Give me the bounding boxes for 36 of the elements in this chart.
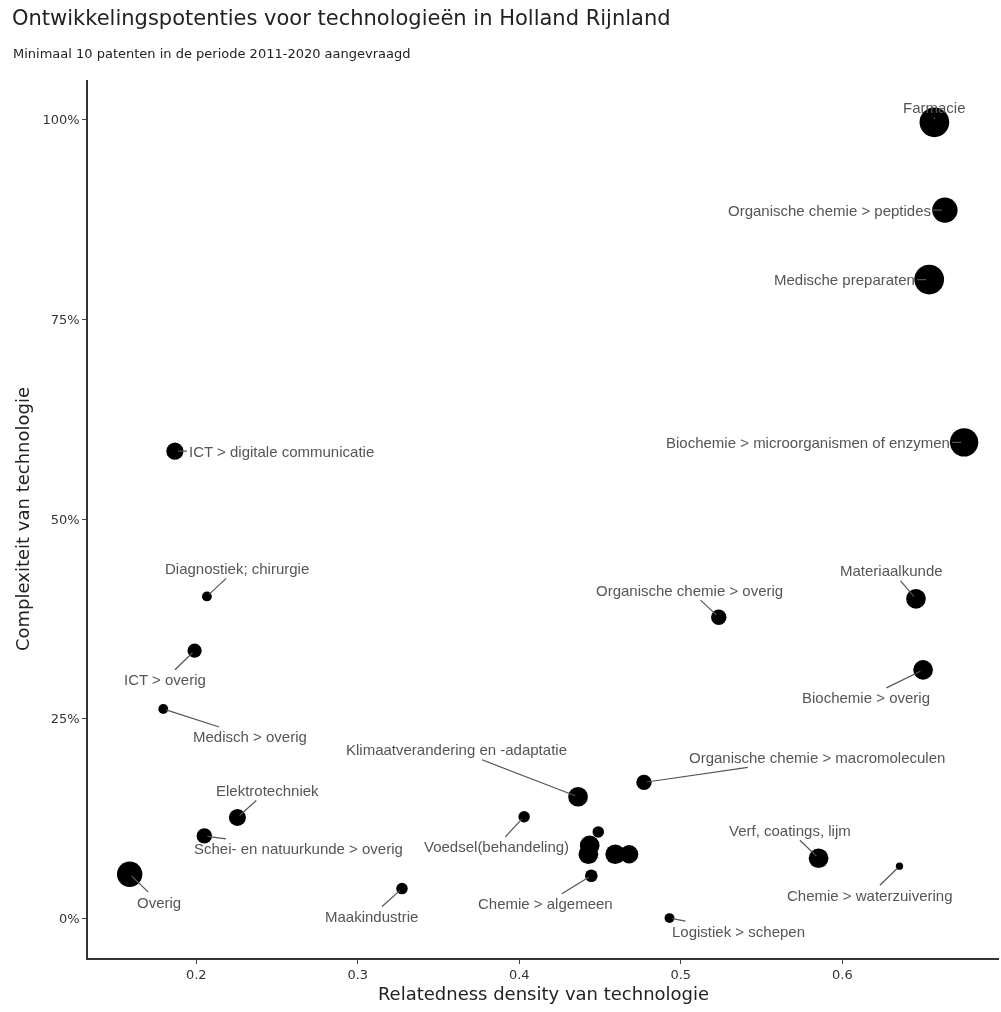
annotation: Materiaalkunde	[840, 562, 943, 579]
annotation: Chemie > waterzuivering	[787, 887, 953, 904]
annotation: Maakindustrie	[325, 908, 419, 925]
x-axis-title: Relatedness density van technologie	[377, 982, 710, 1004]
x-tick-label: 0.5	[670, 967, 692, 983]
annotation: Organische chemie > macromoleculen	[689, 749, 946, 766]
y-tick-label: 50%	[50, 511, 80, 527]
annotation: Biochemie > overig	[802, 689, 930, 706]
annotation: Medische preparaten	[774, 271, 915, 288]
y-tick-label: 100%	[42, 112, 80, 128]
annotation: Farmacie	[903, 99, 966, 116]
annotation: ICT > overig	[124, 671, 206, 688]
annotation: Verf, coatings, lijm	[729, 822, 851, 839]
annotation: Organische chemie > overig	[596, 582, 784, 599]
x-tick-label: 0.3	[347, 967, 369, 983]
annotation: Diagnostiek; chirurgie	[165, 560, 310, 577]
annotation: Chemie > algemeen	[478, 895, 613, 912]
annotation: Voedsel(behandeling)	[424, 838, 570, 855]
x-tick-label: 0.2	[185, 967, 207, 983]
y-tick-label: 75%	[50, 312, 80, 327]
annotation: ICT > digitale communicatie	[189, 443, 375, 460]
x-tick-label: 0.6	[831, 967, 853, 983]
annotation: Overig	[137, 894, 182, 911]
annotation: Klimaatverandering en -adaptatie	[346, 741, 567, 758]
annotation: Organische chemie > peptides	[728, 202, 932, 219]
y-axis-title: Complexiteit van technologie	[12, 386, 34, 652]
annotation: Medisch > overig	[193, 728, 307, 745]
chart-subtitle: Minimaal 10 patenten in de periode 2011-2020 aangevraagd	[13, 46, 411, 61]
annotation: Schei- en natuurkunde > overig	[194, 840, 403, 857]
annotation: Logistiek > schepen	[672, 923, 806, 940]
y-tick-label: 25%	[50, 711, 80, 727]
annotation: Elektrotechniek	[216, 782, 320, 799]
y-tick-label: 0%	[59, 910, 80, 926]
annotation: Biochemie > microorganismen of enzymen	[666, 434, 950, 451]
chart-title: Ontwikkelingspotenties voor technologieën in Holland Rijnland	[12, 5, 671, 30]
x-tick-label: 0.4	[508, 967, 530, 983]
